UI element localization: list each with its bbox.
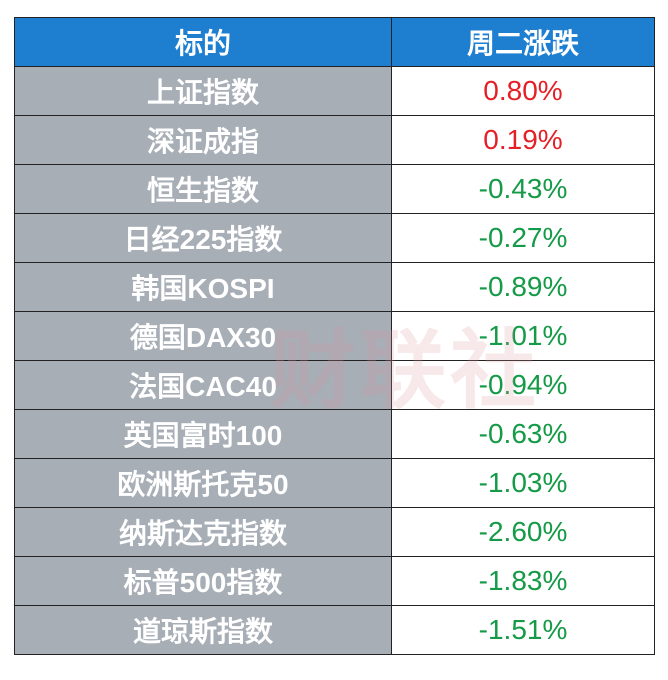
table-row: 纳斯达克指数 -2.60%	[14, 507, 655, 557]
table-row: 英国富时100 -0.63%	[14, 409, 655, 459]
change-value: -0.89%	[391, 262, 655, 312]
table-row: 深证成指 0.19%	[14, 115, 655, 165]
index-name: 深证成指	[14, 115, 392, 165]
change-value: -1.03%	[391, 458, 655, 508]
table-row: 上证指数 0.80%	[14, 66, 655, 116]
index-name: 法国CAC40	[14, 360, 392, 410]
table-row: 法国CAC40 -0.94%	[14, 360, 655, 410]
change-value: -1.01%	[391, 311, 655, 361]
header-cell: 标的	[14, 17, 392, 67]
table-row: 韩国KOSPI -0.89%	[14, 262, 655, 312]
market-table: 标的 周二涨跌 上证指数 0.80% 深证成指 0.19% 恒生指数 -0.43% 日经22…	[14, 17, 655, 655]
change-value: -1.83%	[391, 556, 655, 606]
table-row: 日经225指数 -0.27%	[14, 213, 655, 263]
change-value: -0.94%	[391, 360, 655, 410]
change-value: -0.27%	[391, 213, 655, 263]
index-name: 恒生指数	[14, 164, 392, 214]
header-row: 标的 周二涨跌	[14, 17, 655, 67]
index-name: 上证指数	[14, 66, 392, 116]
table-row: 欧洲斯托克50 -1.03%	[14, 458, 655, 508]
index-name: 标普500指数	[14, 556, 392, 606]
index-name: 韩国KOSPI	[14, 262, 392, 312]
index-name: 德国DAX30	[14, 311, 392, 361]
table-body: 上证指数 0.80% 深证成指 0.19% 恒生指数 -0.43% 日经225指数 -0.27…	[14, 66, 655, 655]
table-row: 恒生指数 -0.43%	[14, 164, 655, 214]
index-name: 欧洲斯托克50	[14, 458, 392, 508]
index-name: 纳斯达克指数	[14, 507, 392, 557]
change-value: -0.43%	[391, 164, 655, 214]
table-row: 标普500指数 -1.83%	[14, 556, 655, 606]
change-value: -0.63%	[391, 409, 655, 459]
index-name: 道琼斯指数	[14, 605, 392, 655]
change-value: 0.80%	[391, 66, 655, 116]
table-row: 道琼斯指数 -1.51%	[14, 605, 655, 655]
index-name: 日经225指数	[14, 213, 392, 263]
change-value: 0.19%	[391, 115, 655, 165]
change-value: -2.60%	[391, 507, 655, 557]
header-cell: 周二涨跌	[391, 17, 655, 67]
change-value: -1.51%	[391, 605, 655, 655]
index-name: 英国富时100	[14, 409, 392, 459]
table-row: 德国DAX30 -1.01%	[14, 311, 655, 361]
